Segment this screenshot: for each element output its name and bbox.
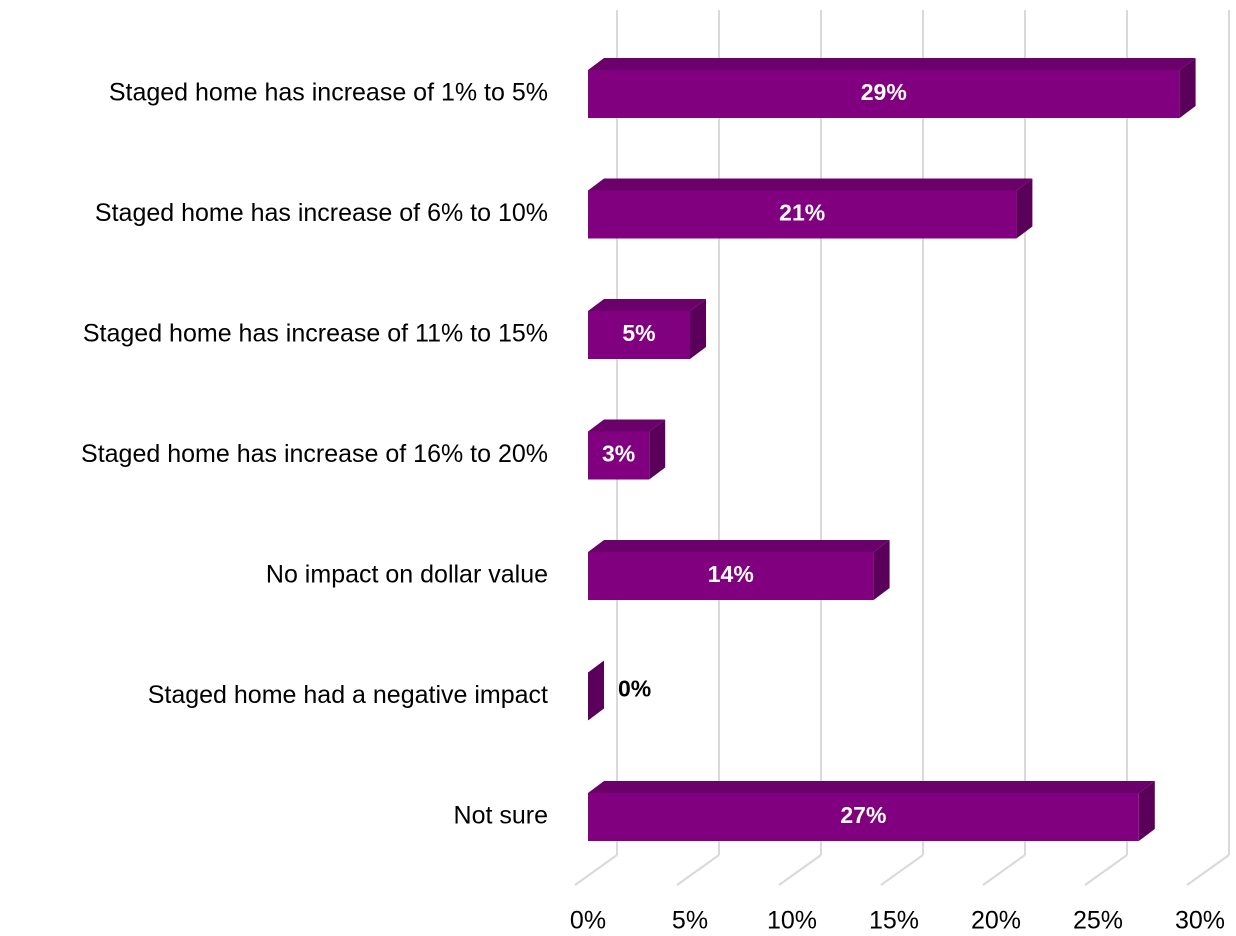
bar — [588, 419, 666, 480]
bar-front — [588, 793, 1139, 841]
x-tick-label: 10% — [767, 907, 817, 935]
bar-side — [1138, 781, 1155, 841]
x-tick-label: 25% — [1073, 907, 1123, 935]
value-label: 21% — [779, 200, 825, 226]
value-label: 27% — [840, 802, 886, 828]
category-label: Staged home had a negative impact — [148, 681, 548, 709]
x-tick-label: 20% — [971, 907, 1021, 935]
value-label: 29% — [861, 79, 907, 105]
x-tick-label: 30% — [1175, 907, 1225, 935]
bar-side — [588, 660, 604, 721]
floor-line — [778, 854, 822, 886]
floor-line — [574, 854, 618, 886]
bar-top — [588, 58, 1196, 70]
bar-top — [588, 299, 706, 311]
bar-front — [588, 311, 690, 359]
bar-side — [873, 540, 890, 600]
bar — [588, 781, 1155, 841]
floor-line — [982, 854, 1026, 886]
value-label: 5% — [622, 320, 655, 346]
bar-side — [1016, 178, 1033, 239]
bar — [588, 660, 604, 721]
bar-top — [588, 540, 890, 552]
category-label: Not sure — [454, 802, 548, 830]
category-label: Staged home has increase of 1% to 5% — [109, 79, 548, 107]
category-label: No impact on dollar value — [266, 561, 548, 589]
bar-top — [588, 781, 1155, 793]
bar-side — [649, 419, 666, 480]
bar-front — [588, 70, 1180, 118]
value-label: 0% — [618, 676, 651, 702]
category-label: Staged home has increase of 11% to 15% — [83, 320, 548, 348]
bar-side — [690, 299, 706, 359]
bar — [588, 58, 1196, 118]
bar-front — [588, 431, 650, 480]
floor-line — [1084, 854, 1128, 886]
bar-side — [1179, 58, 1196, 118]
value-label: 3% — [602, 441, 635, 467]
x-tick-label: 5% — [672, 907, 708, 935]
bar — [588, 299, 706, 359]
bar-front — [588, 190, 1017, 239]
bar-top — [588, 178, 1033, 191]
bar-top — [588, 419, 666, 432]
category-label: Staged home has increase of 16% to 20% — [81, 440, 548, 468]
bar — [588, 540, 890, 600]
bar-front — [588, 552, 874, 600]
floor-line — [676, 854, 720, 886]
floor-line — [1186, 854, 1230, 886]
value-label: 14% — [708, 561, 754, 587]
x-tick-label: 0% — [570, 907, 606, 935]
x-tick-label: 15% — [869, 907, 919, 935]
floor-line — [880, 854, 924, 886]
bar — [588, 178, 1033, 239]
category-label: Staged home has increase of 6% to 10% — [95, 199, 548, 227]
